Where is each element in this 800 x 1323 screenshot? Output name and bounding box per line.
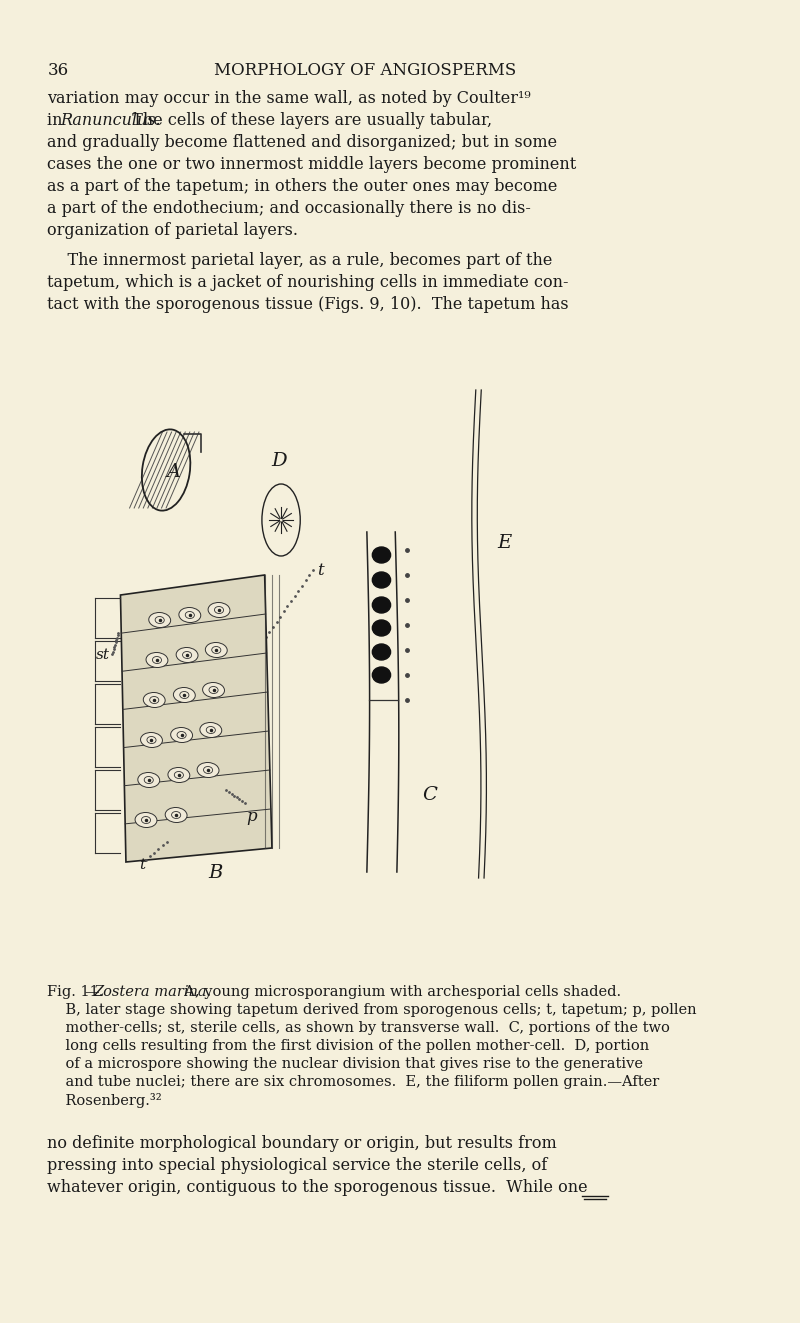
Text: as a part of the tapetum; in others the outer ones may become: as a part of the tapetum; in others the …	[47, 179, 558, 194]
Polygon shape	[121, 576, 272, 863]
Ellipse shape	[138, 773, 160, 787]
Ellipse shape	[197, 762, 219, 778]
Text: no definite morphological boundary or origin, but results from: no definite morphological boundary or or…	[47, 1135, 558, 1152]
Ellipse shape	[372, 546, 390, 564]
Text: B, later stage showing tapetum derived from sporogenous cells; t, tapetum; p, po: B, later stage showing tapetum derived f…	[47, 1003, 697, 1017]
Text: The cells of these layers are usually tabular,: The cells of these layers are usually ta…	[122, 112, 493, 130]
Ellipse shape	[141, 733, 162, 747]
Ellipse shape	[206, 643, 227, 658]
Text: E: E	[498, 534, 512, 552]
Ellipse shape	[200, 722, 222, 737]
Ellipse shape	[179, 607, 201, 623]
Text: of a microspore showing the nuclear division that gives rise to the generative: of a microspore showing the nuclear divi…	[47, 1057, 643, 1072]
Text: MORPHOLOGY OF ANGIOSPERMS: MORPHOLOGY OF ANGIOSPERMS	[214, 62, 516, 79]
Text: tact with the sporogenous tissue (Figs. 9, 10).  The tapetum has: tact with the sporogenous tissue (Figs. …	[47, 296, 569, 314]
Ellipse shape	[170, 728, 193, 742]
Ellipse shape	[208, 602, 230, 618]
Text: a part of the endothecium; and occasionally there is no dis-: a part of the endothecium; and occasiona…	[47, 200, 531, 217]
Text: Ranunculus.: Ranunculus.	[60, 112, 161, 130]
Text: and gradually become flattened and disorganized; but in some: and gradually become flattened and disor…	[47, 134, 558, 151]
Text: tapetum, which is a jacket of nourishing cells in immediate con-: tapetum, which is a jacket of nourishing…	[47, 274, 569, 291]
Text: C: C	[422, 786, 438, 804]
Ellipse shape	[143, 692, 165, 708]
Text: variation may occur in the same wall, as noted by Coulter¹⁹: variation may occur in the same wall, as…	[47, 90, 531, 107]
Text: t: t	[138, 859, 145, 872]
Text: p: p	[246, 808, 257, 826]
Ellipse shape	[372, 667, 390, 683]
Ellipse shape	[146, 652, 168, 668]
Text: st: st	[96, 648, 110, 662]
Ellipse shape	[202, 683, 225, 697]
Text: and tube nuclei; there are six chromosomes.  E, the filiform pollen grain.—After: and tube nuclei; there are six chromosom…	[47, 1076, 660, 1089]
Ellipse shape	[165, 807, 187, 823]
Text: in: in	[47, 112, 68, 130]
Text: The innermost parietal layer, as a rule, becomes part of the: The innermost parietal layer, as a rule,…	[47, 251, 553, 269]
Text: B: B	[208, 864, 222, 882]
Ellipse shape	[135, 812, 157, 827]
Ellipse shape	[149, 613, 170, 627]
Text: t: t	[318, 562, 324, 579]
Text: cases the one or two innermost middle layers become prominent: cases the one or two innermost middle la…	[47, 156, 577, 173]
Text: Fig. 11.: Fig. 11.	[47, 986, 104, 999]
Text: 36: 36	[47, 62, 69, 79]
Ellipse shape	[372, 597, 390, 613]
Text: A: A	[166, 463, 181, 482]
Ellipse shape	[372, 644, 390, 660]
Text: Zostera marina.: Zostera marina.	[93, 986, 211, 999]
Text: —: —	[84, 986, 98, 999]
Ellipse shape	[372, 572, 390, 587]
Text: long cells resulting from the first division of the pollen mother-cell.  D, port: long cells resulting from the first divi…	[47, 1039, 650, 1053]
Ellipse shape	[176, 647, 198, 663]
Text: A, young microsporangium with archesporial cells shaded.: A, young microsporangium with archespori…	[175, 986, 622, 999]
Text: mother-cells; st, sterile cells, as shown by transverse wall.  C, portions of th: mother-cells; st, sterile cells, as show…	[47, 1021, 670, 1035]
Text: pressing into special physiological service the sterile cells, of: pressing into special physiological serv…	[47, 1158, 548, 1174]
Text: whatever origin, contiguous to the sporogenous tissue.  While one: whatever origin, contiguous to the sporo…	[47, 1179, 588, 1196]
Ellipse shape	[174, 688, 195, 703]
Text: organization of parietal layers.: organization of parietal layers.	[47, 222, 298, 239]
Ellipse shape	[372, 620, 390, 636]
Ellipse shape	[168, 767, 190, 782]
Text: D: D	[271, 452, 287, 470]
Text: Rosenberg.³²: Rosenberg.³²	[47, 1093, 162, 1107]
